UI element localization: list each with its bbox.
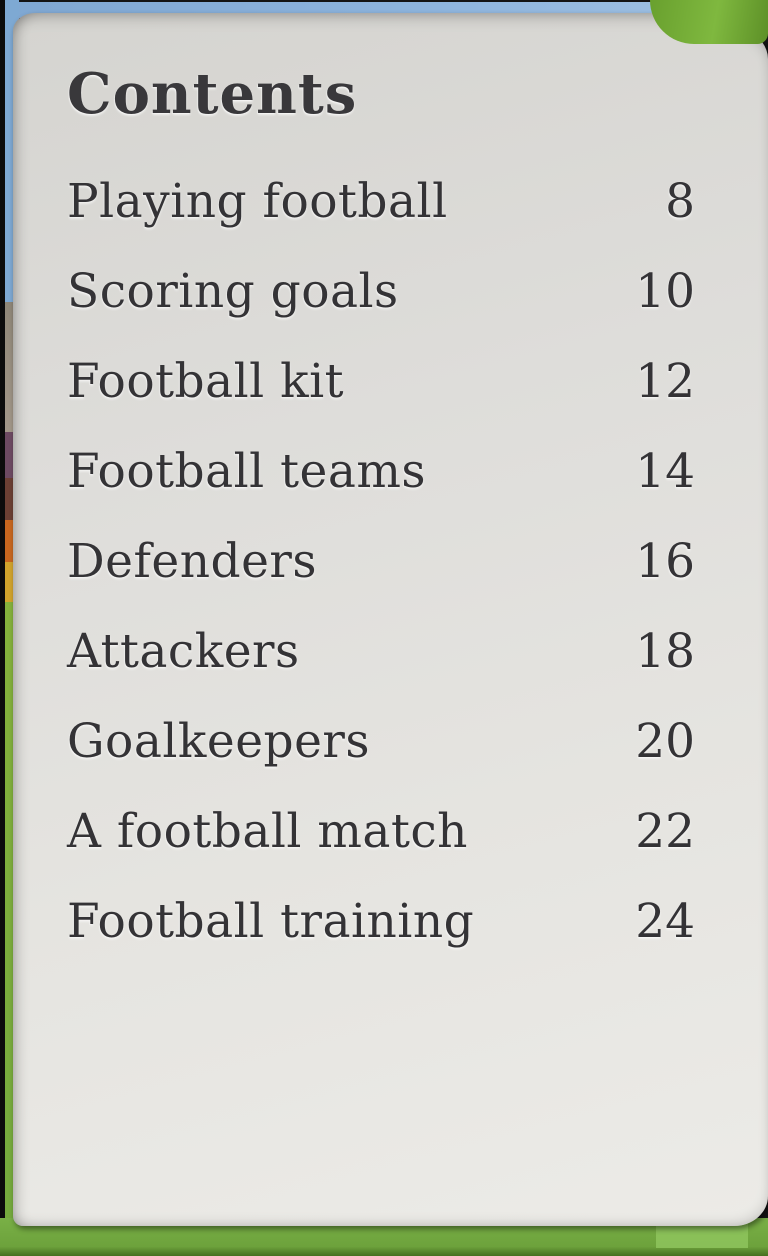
table-of-contents: Playing football 8 Scoring goals 10 Foot… — [67, 173, 695, 951]
toc-entry-label: Playing football — [67, 174, 448, 229]
toc-entry-label: A football match — [67, 804, 468, 859]
toc-entry-row: Football training 24 — [67, 893, 695, 951]
toc-entry-page-number: 20 — [635, 714, 695, 769]
toc-entry-page-number: 22 — [635, 804, 695, 859]
toc-entry-row: Goalkeepers 20 — [67, 713, 695, 771]
toc-entry-label: Football kit — [67, 354, 345, 409]
toc-entry-page-number: 24 — [635, 894, 695, 949]
toc-entry-row: Football teams 14 — [67, 443, 695, 501]
cover-top-right-corner — [650, 0, 768, 44]
contents-page: Contents Playing football 8 Scoring goal… — [13, 13, 768, 951]
toc-entry-row: Playing football 8 — [67, 173, 695, 231]
toc-entry-row: Defenders 16 — [67, 533, 695, 591]
page-title: Contents — [67, 61, 358, 127]
toc-entry-label: Goalkeepers — [67, 714, 370, 769]
toc-entry-label: Attackers — [67, 624, 300, 679]
toc-entry-row: Scoring goals 10 — [67, 263, 695, 321]
toc-entry-page-number: 18 — [635, 624, 695, 679]
toc-entry-row: A football match 22 — [67, 803, 695, 861]
toc-entry-row: Football kit 12 — [67, 353, 695, 411]
toc-entry-page-number: 12 — [635, 354, 695, 409]
toc-entry-page-number: 16 — [635, 534, 695, 589]
toc-entry-label: Defenders — [67, 534, 317, 589]
book-page: Contents Playing football 8 Scoring goal… — [13, 13, 768, 1226]
toc-entry-row: Attackers 18 — [67, 623, 695, 681]
toc-entry-label: Scoring goals — [67, 264, 399, 319]
toc-entry-page-number: 8 — [665, 174, 695, 229]
toc-entry-page-number: 10 — [635, 264, 695, 319]
book-gutter-shadow — [0, 0, 5, 1256]
toc-entry-label: Football training — [67, 894, 475, 949]
toc-entry-page-number: 14 — [635, 444, 695, 499]
toc-entry-label: Football teams — [67, 444, 427, 499]
